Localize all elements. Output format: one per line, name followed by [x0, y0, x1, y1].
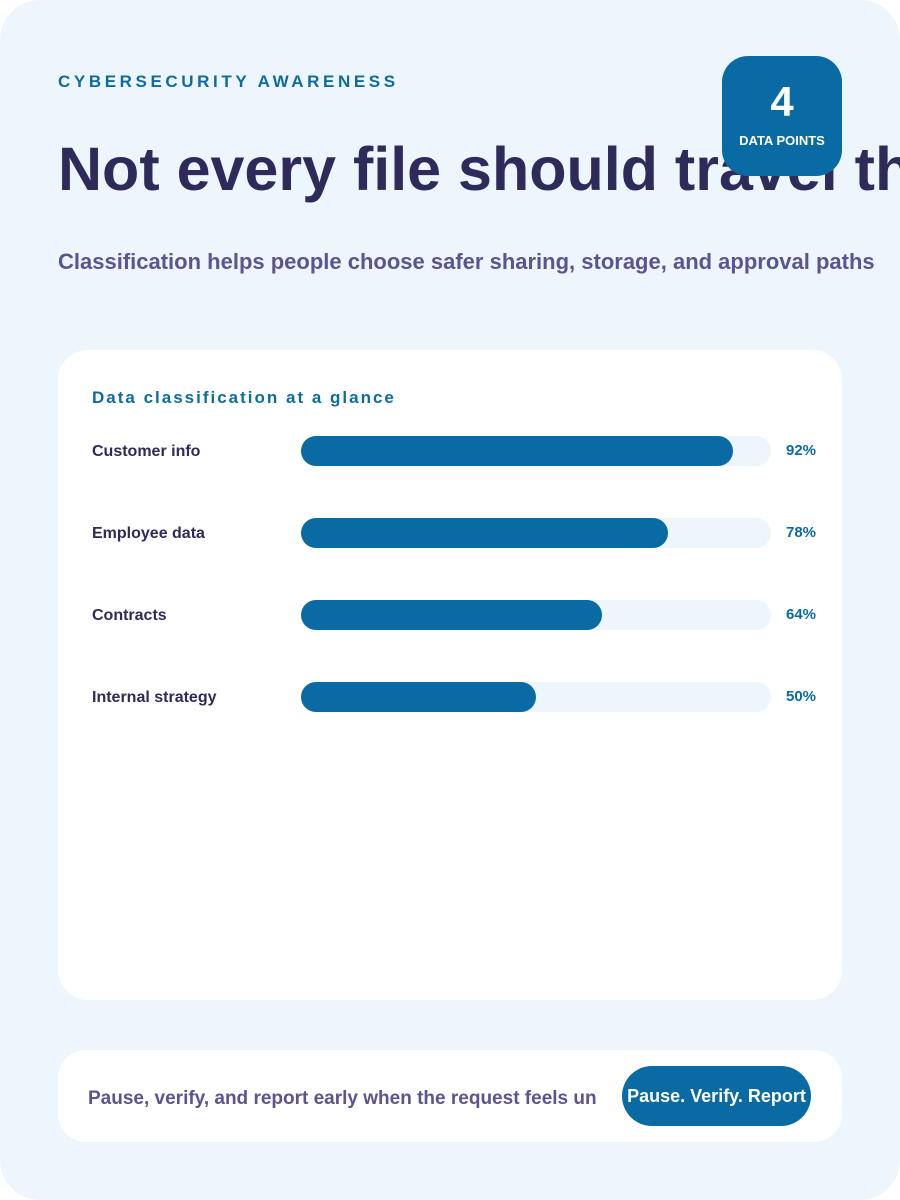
category-label: Contracts — [92, 607, 167, 624]
bar — [301, 436, 734, 466]
chart-title: Data classification at a glance — [92, 388, 396, 407]
cta-button[interactable]: Pause. Verify. Report — [622, 1066, 811, 1126]
category-label: Employee data — [92, 525, 205, 542]
value-label: 50% — [786, 688, 817, 705]
value-label: 92% — [786, 442, 817, 459]
category-label: Internal strategy — [92, 689, 217, 706]
badge-label: DATA POINTS — [739, 133, 825, 148]
eyebrow: CYBERSECURITY AWARENESS — [58, 72, 399, 91]
footer-text: Pause, verify, and report early when the… — [88, 1088, 597, 1109]
badge: 4 DATA POINTS — [722, 56, 842, 176]
value-label: 64% — [786, 606, 817, 623]
bar — [301, 600, 602, 630]
subtitle: Classification helps people choose safer… — [58, 249, 875, 274]
bar — [301, 518, 668, 548]
bar — [301, 682, 536, 712]
value-label: 78% — [786, 524, 817, 541]
category-label: Customer info — [92, 443, 201, 460]
badge-number: 4 — [770, 78, 794, 125]
